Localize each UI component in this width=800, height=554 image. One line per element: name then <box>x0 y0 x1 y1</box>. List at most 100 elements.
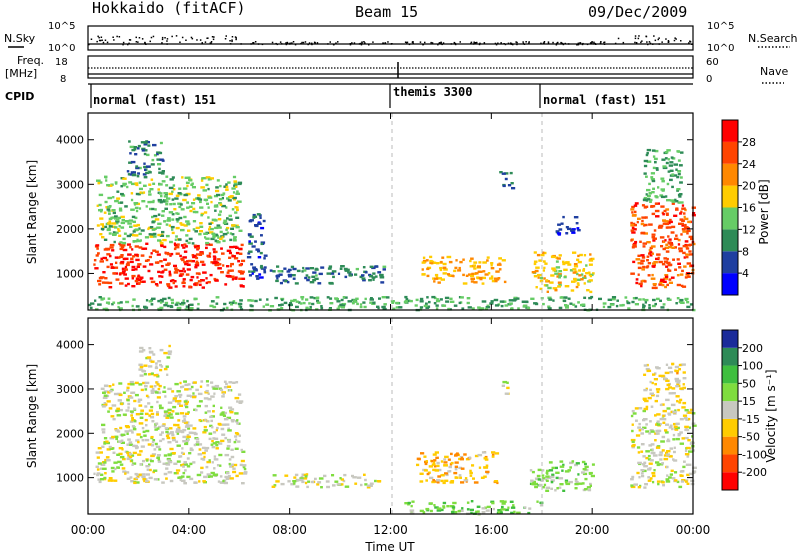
velocity-cell <box>207 410 211 413</box>
velocity-cell <box>645 456 649 460</box>
power-cell <box>679 218 684 221</box>
velocity-cell <box>177 419 181 422</box>
velocity-cell <box>661 481 665 484</box>
velocity-cell <box>229 409 233 413</box>
power-cell <box>421 268 424 271</box>
power-cell <box>654 202 659 205</box>
power-cell <box>188 285 192 288</box>
power-cell <box>436 298 439 301</box>
velocity-cell <box>232 381 236 384</box>
noise-point <box>634 35 637 37</box>
velocity-cell <box>172 405 177 409</box>
power-cell <box>646 188 651 192</box>
power-cell <box>276 265 280 268</box>
velocity-cell <box>483 466 487 469</box>
power-cell <box>498 262 501 265</box>
velocity-cell <box>182 465 185 468</box>
velocity-cell <box>457 510 461 513</box>
velocity-cell <box>534 485 538 489</box>
velocity-cell <box>483 457 488 460</box>
velocity-cell <box>230 455 235 459</box>
velocity-cell <box>641 474 645 478</box>
velocity-cell <box>351 474 354 478</box>
velocity-cell <box>684 449 688 453</box>
power-cell <box>301 297 304 301</box>
velocity-cell <box>534 477 539 480</box>
velocity-cell <box>139 416 144 419</box>
power-cell <box>576 272 579 276</box>
power-cell <box>662 165 667 168</box>
power-cell <box>131 173 137 177</box>
power-cell <box>120 221 125 225</box>
power-cell <box>107 222 112 225</box>
power-cell <box>99 217 104 220</box>
power-cell <box>631 226 635 230</box>
power-cell <box>549 281 554 284</box>
velocity-cell <box>222 479 225 483</box>
noise-point <box>329 41 331 43</box>
power-cell <box>138 227 141 230</box>
power-cell <box>226 249 232 252</box>
power-cell <box>642 242 647 245</box>
noise-point <box>231 36 234 38</box>
noise-point <box>431 42 434 44</box>
velocity-cell <box>129 410 134 413</box>
power-cell <box>222 264 225 267</box>
nave-label: Nave <box>760 65 788 78</box>
power-cell <box>502 184 506 188</box>
power-cell <box>179 222 183 225</box>
power-cell <box>281 298 284 302</box>
velocity-cell <box>445 473 449 477</box>
power-cell <box>671 185 674 189</box>
power-cell <box>175 226 180 230</box>
velocity-cell <box>669 447 674 450</box>
power-colorbar-swatch <box>722 141 738 164</box>
power-cell <box>369 298 374 301</box>
velocity-cell <box>425 507 430 511</box>
power-cell <box>171 198 175 201</box>
velocity-cell <box>656 390 660 394</box>
power-cell <box>676 297 680 300</box>
power-cell <box>641 256 646 259</box>
power-cell <box>646 160 652 163</box>
noise-point <box>161 36 164 39</box>
velocity-cell <box>153 374 159 377</box>
velocity-cell <box>203 455 206 459</box>
velocity-cell <box>137 398 143 401</box>
power-cell <box>251 272 254 275</box>
power-cell <box>681 269 684 273</box>
power-cell <box>100 298 104 301</box>
power-cell <box>156 284 159 287</box>
velocity-cell <box>141 426 145 430</box>
power-cell <box>665 275 669 278</box>
power-cell <box>159 298 164 302</box>
velocity-cell <box>151 420 155 423</box>
power-cell <box>229 303 234 306</box>
velocity-cell <box>646 363 649 367</box>
velocity-cell <box>167 352 172 356</box>
velocity-cell <box>555 471 560 474</box>
power-cell <box>177 192 182 195</box>
velocity-cell <box>194 408 198 412</box>
velocity-cell <box>655 388 661 391</box>
velocity-cell <box>500 511 503 514</box>
power-cell <box>112 301 116 304</box>
velocity-cell <box>141 369 145 372</box>
velocity-cell <box>206 420 210 423</box>
power-cell <box>239 284 243 287</box>
power-cell <box>426 296 429 299</box>
velocity-cell <box>151 388 155 391</box>
power-cell <box>217 267 222 270</box>
power-cell <box>631 205 635 209</box>
power-cell <box>443 268 448 271</box>
power-cell <box>226 197 230 200</box>
velocity-cell <box>229 465 233 468</box>
power-cell <box>260 241 266 244</box>
power-cell <box>140 254 145 257</box>
date-title: 09/Dec/2009 <box>588 3 687 21</box>
power-cell <box>669 169 674 172</box>
power-cell <box>235 201 239 204</box>
velocity-cell <box>163 351 168 355</box>
power-cell <box>682 207 686 210</box>
velocity-cell <box>651 448 654 451</box>
